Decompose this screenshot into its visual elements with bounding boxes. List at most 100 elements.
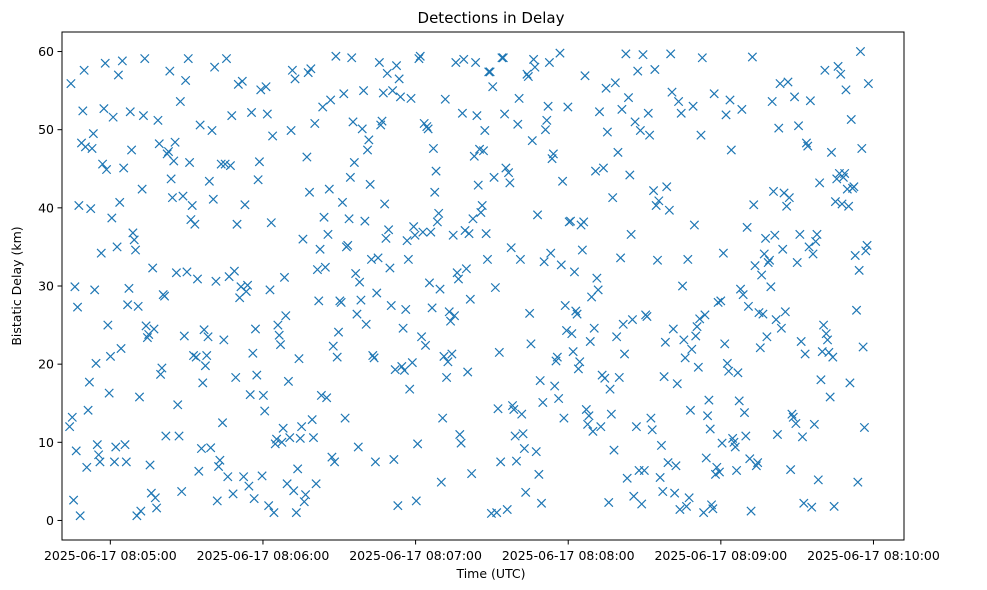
data-point: [758, 309, 768, 319]
data-point: [314, 296, 324, 306]
data-point: [423, 124, 433, 134]
data-point: [743, 301, 754, 311]
data-point: [577, 245, 587, 255]
data-point: [112, 242, 122, 252]
data-point: [142, 332, 153, 343]
data-point: [813, 475, 823, 485]
data-point: [166, 174, 176, 184]
data-point: [368, 350, 378, 361]
data-point: [295, 433, 305, 444]
data-point: [837, 199, 847, 209]
data-point: [439, 351, 449, 361]
data-point: [409, 221, 419, 232]
data-point: [696, 130, 706, 140]
data-point: [434, 208, 444, 218]
data-point: [194, 466, 204, 476]
data-point: [554, 393, 564, 404]
data-point: [670, 488, 680, 498]
data-point: [572, 309, 582, 319]
data-point: [358, 85, 369, 96]
data-point: [589, 323, 599, 333]
data-point: [108, 112, 118, 122]
data-point: [536, 498, 547, 508]
data-point: [568, 347, 578, 357]
data-point: [601, 83, 611, 93]
data-point: [262, 109, 272, 119]
data-point: [97, 159, 108, 169]
data-point: [717, 438, 727, 448]
data-point: [345, 172, 356, 182]
data-point: [382, 68, 392, 79]
data-point: [252, 370, 262, 380]
data-point: [604, 497, 614, 508]
data-point: [664, 205, 674, 215]
data-point: [497, 53, 507, 63]
data-point: [65, 422, 75, 432]
data-point: [760, 233, 771, 243]
data-point: [182, 267, 192, 277]
data-point: [540, 125, 551, 135]
data-point: [546, 248, 556, 258]
data-point: [514, 93, 524, 104]
data-point: [109, 457, 120, 467]
data-point: [642, 311, 652, 322]
data-point: [759, 249, 769, 259]
data-point: [397, 361, 407, 372]
data-point: [676, 108, 686, 118]
data-point: [681, 501, 692, 512]
data-point: [789, 92, 800, 102]
data-point: [248, 348, 258, 358]
y-tick-label: 60: [38, 44, 54, 59]
data-point: [148, 263, 158, 273]
data-point: [393, 500, 403, 511]
data-point: [403, 254, 414, 265]
data-point: [258, 390, 269, 401]
data-point: [791, 418, 801, 429]
data-point: [291, 508, 301, 518]
data-point: [163, 146, 174, 157]
data-point: [257, 471, 267, 481]
data-point: [157, 363, 167, 373]
data-point: [598, 163, 609, 173]
data-point: [398, 323, 408, 333]
data-point: [780, 307, 790, 317]
data-point: [579, 217, 589, 227]
data-point: [88, 128, 98, 139]
data-point: [709, 89, 719, 99]
data-point: [767, 96, 777, 107]
data-point: [206, 443, 216, 453]
data-point: [623, 93, 634, 103]
data-point: [401, 304, 411, 315]
data-point: [556, 260, 566, 270]
data-point: [405, 384, 415, 394]
data-point: [167, 193, 178, 203]
data-point: [722, 358, 732, 368]
data-point: [863, 78, 874, 89]
data-point: [159, 291, 170, 301]
data-point: [485, 67, 495, 77]
data-point: [544, 57, 555, 68]
data-point: [484, 67, 494, 77]
data-point: [453, 274, 464, 284]
data-point: [327, 452, 337, 462]
data-point: [588, 426, 598, 436]
data-point: [366, 254, 377, 265]
data-point: [104, 388, 114, 398]
data-point: [67, 412, 77, 422]
data-point: [451, 57, 461, 68]
data-point: [304, 187, 315, 197]
x-axis-ticks: 2025-06-17 08:05:00 2025-06-17 08:06:00 20…: [44, 540, 940, 563]
data-point: [530, 62, 540, 72]
data-point: [621, 49, 631, 59]
data-point: [175, 96, 185, 107]
data-point: [311, 479, 321, 489]
data-point: [153, 115, 163, 125]
y-axis-label: Bistatic Delay (km): [9, 226, 24, 345]
data-point: [565, 216, 576, 226]
data-point: [177, 486, 187, 497]
data-point: [770, 230, 780, 240]
data-point: [237, 76, 247, 86]
data-point: [455, 429, 465, 440]
data-point: [464, 229, 474, 239]
data-point: [503, 168, 514, 178]
